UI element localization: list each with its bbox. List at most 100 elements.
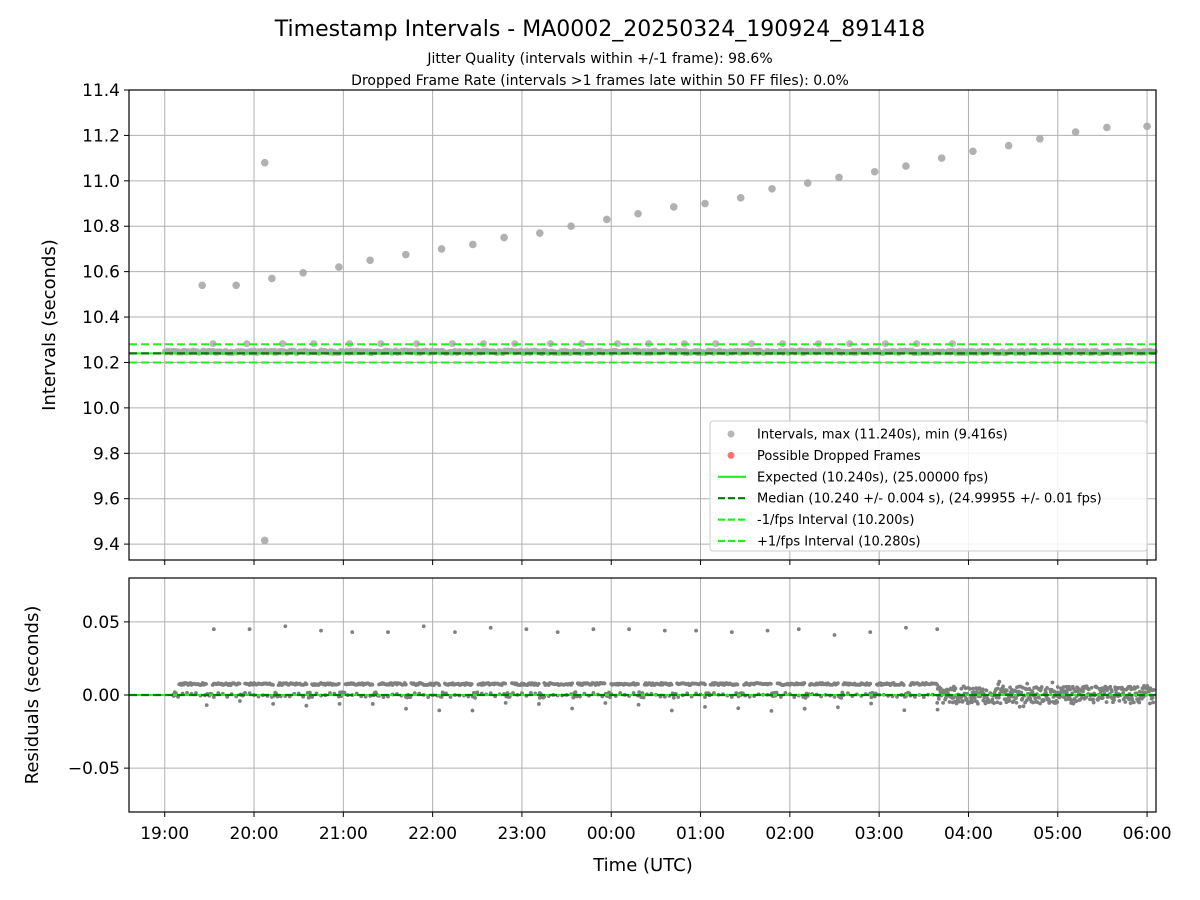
residual-point	[970, 700, 974, 705]
x-tick-label: 22:00	[408, 824, 457, 844]
residual-point	[1021, 704, 1026, 709]
residual-point	[1108, 684, 1113, 689]
residual-point	[954, 701, 959, 706]
residual-point	[1089, 685, 1094, 690]
residual-point	[1002, 697, 1007, 702]
interval-point	[870, 167, 879, 176]
residual-point	[936, 697, 941, 701]
y-tick-label: 11.2	[82, 126, 120, 146]
residual-point	[676, 695, 681, 699]
residual-high-point	[421, 624, 426, 629]
residual-point	[961, 699, 965, 703]
residual-point	[1112, 697, 1116, 702]
legend-box	[709, 420, 1148, 552]
interval-point	[1071, 128, 1080, 136]
residual-point	[608, 695, 613, 700]
residual-point	[271, 701, 276, 706]
interval-point	[448, 340, 456, 348]
y-tick-label: 10.2	[82, 353, 120, 373]
residual-point	[306, 695, 311, 700]
residual-point	[769, 708, 774, 713]
residual-point	[1020, 696, 1025, 701]
residual-point	[947, 700, 952, 704]
residual-point	[951, 696, 956, 700]
residual-point	[935, 700, 940, 705]
x-tick-label: 04:00	[944, 824, 993, 844]
residual-point	[802, 681, 807, 685]
residual-point	[404, 706, 408, 711]
residual-point	[1017, 704, 1022, 709]
residual-point	[336, 681, 341, 686]
residual-high-point	[662, 628, 667, 633]
legend-entry-label: Median (10.240 +/- 0.004 s), (24.99955 +…	[757, 492, 1102, 507]
y-tick-label: 10.0	[82, 399, 120, 419]
interval-point	[1143, 122, 1151, 131]
residual-point	[957, 699, 962, 704]
residual-high-point	[524, 627, 529, 632]
intervals-y-ticks: 9.4 9.6 9.8 10.0 10.2 10.4 10.6 10.8 11.0 11.2 11.…	[82, 81, 129, 555]
residual-high-point	[591, 627, 596, 632]
residual-point	[271, 682, 275, 687]
residual-point	[1055, 685, 1060, 689]
legend-entry-label: +1/fps Interval (10.280s)	[757, 535, 921, 550]
y-tick-label: −0.05	[68, 759, 120, 779]
residual-point	[603, 701, 608, 705]
interval-point	[413, 340, 421, 348]
x-axis-label: Time (UTC)	[592, 855, 693, 876]
residual-point	[671, 695, 676, 700]
interval-point	[1036, 135, 1044, 143]
interval-point	[299, 268, 307, 277]
residual-point	[768, 681, 773, 686]
residual-high-point	[832, 633, 837, 637]
residual-high-point	[350, 630, 355, 635]
residual-point	[1044, 690, 1048, 695]
residual-point	[1150, 695, 1155, 700]
interval-point	[243, 340, 251, 348]
chart-title: Timestamp Intervals - MA0002_20250324_19…	[274, 17, 925, 42]
x-tick-label: 20:00	[230, 824, 279, 844]
interval-point	[613, 340, 621, 348]
interval-point	[937, 154, 946, 162]
residual-point	[995, 686, 1000, 691]
interval-point	[701, 199, 709, 208]
residual-point	[337, 701, 342, 706]
interval-point	[835, 173, 843, 182]
residual-point	[953, 686, 958, 691]
legend-marker	[727, 430, 735, 438]
residual-point	[381, 695, 386, 700]
intervals-x-ticks	[164, 560, 1148, 565]
y-tick-label: 11.4	[82, 81, 120, 101]
residual-point	[995, 700, 1000, 705]
residual-point	[1064, 684, 1069, 689]
residual-point	[636, 682, 640, 686]
residual-point	[1007, 698, 1012, 703]
x-tick-label: 00:00	[587, 824, 636, 844]
interval-point	[437, 245, 446, 253]
residual-point	[869, 701, 874, 706]
residual-point	[967, 687, 972, 691]
residual-high-point	[694, 628, 698, 633]
residual-point	[570, 706, 575, 711]
residual-point	[470, 708, 475, 713]
interval-point	[567, 222, 575, 231]
residual-high-point	[935, 627, 940, 632]
y-tick-label: 9.8	[93, 444, 120, 464]
chart-subtitle-dropped: Dropped Frame Rate (intervals >1 frames …	[351, 73, 849, 89]
interval-point	[209, 340, 217, 348]
residual-point	[1135, 685, 1140, 689]
interval-point	[232, 281, 240, 290]
y-tick-label: 9.6	[93, 490, 120, 510]
residual-point	[992, 701, 996, 706]
y-tick-label: 10.4	[82, 308, 120, 328]
residual-point	[1068, 687, 1072, 692]
legend-entry-label: Possible Dropped Frames	[757, 449, 921, 464]
interval-point	[969, 147, 977, 156]
residual-high-point	[319, 628, 323, 633]
residual-high-point	[488, 625, 493, 630]
legend-entry-label: Intervals, max (11.240s), min (9.416s)	[757, 428, 1008, 443]
x-tick-label: 02:00	[765, 824, 814, 844]
residuals-y-ticks: −0.05 0.00 0.05	[68, 613, 129, 779]
interval-point	[712, 340, 720, 348]
interval-point	[902, 162, 910, 170]
intervals-points	[198, 122, 1151, 545]
